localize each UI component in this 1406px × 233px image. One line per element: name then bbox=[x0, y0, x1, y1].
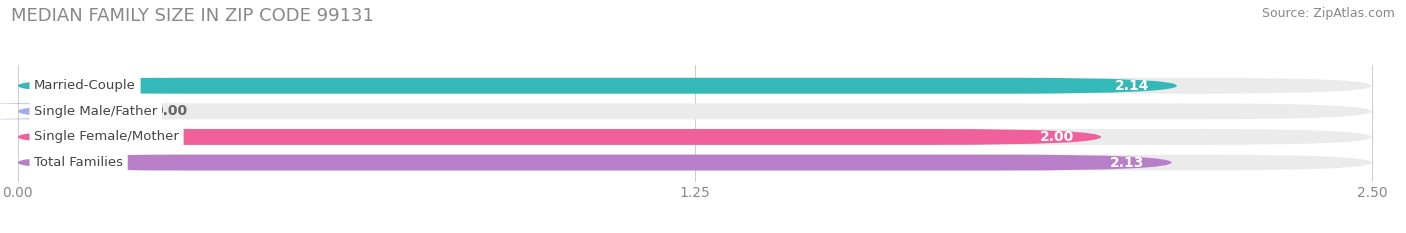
FancyBboxPatch shape bbox=[18, 129, 1101, 145]
FancyBboxPatch shape bbox=[18, 78, 1372, 94]
Text: Total Families: Total Families bbox=[34, 156, 124, 169]
FancyBboxPatch shape bbox=[18, 103, 1372, 119]
FancyBboxPatch shape bbox=[18, 78, 1177, 94]
FancyBboxPatch shape bbox=[18, 129, 1372, 145]
Text: Married-Couple: Married-Couple bbox=[34, 79, 136, 92]
Text: Single Male/Father: Single Male/Father bbox=[34, 105, 157, 118]
FancyBboxPatch shape bbox=[0, 103, 186, 119]
Text: 2.14: 2.14 bbox=[1115, 79, 1150, 93]
Text: 0.00: 0.00 bbox=[153, 104, 187, 118]
FancyBboxPatch shape bbox=[18, 155, 1372, 171]
Text: Single Female/Mother: Single Female/Mother bbox=[34, 130, 179, 144]
FancyBboxPatch shape bbox=[18, 155, 1171, 171]
Text: MEDIAN FAMILY SIZE IN ZIP CODE 99131: MEDIAN FAMILY SIZE IN ZIP CODE 99131 bbox=[11, 7, 374, 25]
Text: 2.13: 2.13 bbox=[1111, 156, 1144, 170]
Text: 2.00: 2.00 bbox=[1040, 130, 1074, 144]
Text: Source: ZipAtlas.com: Source: ZipAtlas.com bbox=[1261, 7, 1395, 20]
